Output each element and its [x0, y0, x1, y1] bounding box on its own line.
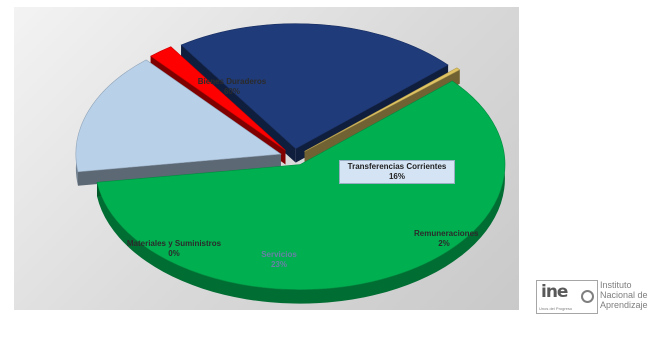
data-label-materiales-y-suministros: Materiales y Suministros 0% [119, 239, 229, 259]
data-label-transferencias-corrientes: Transferencias Corrientes 16% [339, 160, 455, 184]
logo-line-2: Nacional de [600, 290, 648, 300]
pie-slice-transferencias-corrientes [75, 59, 282, 186]
logo-mark-text: ine [541, 282, 568, 302]
ina-logo: ine Unos del Progreso Instituto Nacional… [536, 280, 668, 314]
pie-slice-wall-transferencias-corrientes-0 [77, 154, 281, 186]
pie-slice-bienes-duraderos [96, 80, 506, 304]
pie-slice-top-remuneraciones [150, 46, 286, 151]
slice-name-transferencias-corrientes: Transferencias Corrientes [347, 162, 447, 171]
pie-slice-top-servicios [180, 23, 449, 150]
logo-line-3: Aprendizaje [600, 300, 648, 310]
slice-value-materiales-y-suministros: 0% [168, 249, 180, 258]
logo-tagline: Unos del Progreso [539, 306, 573, 311]
slice-value-remuneraciones: 2% [438, 239, 450, 248]
data-label-servicios: Servicios 23% [239, 250, 319, 270]
slice-value-servicios: 23% [270, 260, 287, 269]
pie-slice-top-bienes-duraderos [96, 80, 506, 290]
slice-name-materiales-y-suministros: Materiales y Suministros [126, 239, 222, 248]
data-label-bienes-duraderos: Bienes Duraderos 60% [162, 77, 302, 97]
slice-name-remuneraciones: Remuneraciones [414, 229, 479, 238]
pie-slice-wall-servicios-0 [181, 45, 296, 163]
chart-panel: Bienes Duraderos 60% Transferencias Corr… [14, 7, 519, 310]
slice-value-bienes-duraderos: 60% [223, 87, 240, 96]
logo-circle-icon [581, 290, 594, 303]
pie-slice-top-materiales-y-suministros [304, 67, 461, 152]
logo-institution-name: Instituto Nacional de Aprendizaje [600, 280, 668, 310]
pie-chart [75, 23, 506, 304]
slice-value-transferencias-corrientes: 16% [388, 172, 405, 181]
slice-name-servicios: Servicios [261, 250, 297, 259]
pie-slice-top-transferencias-corrientes [75, 59, 282, 173]
logo-line-1: Instituto [600, 280, 632, 290]
data-label-remuneraciones: Remuneraciones 2% [414, 229, 479, 249]
slice-name-bienes-duraderos: Bienes Duraderos [197, 77, 267, 86]
logo-mark-box: ine Unos del Progreso [536, 280, 598, 314]
